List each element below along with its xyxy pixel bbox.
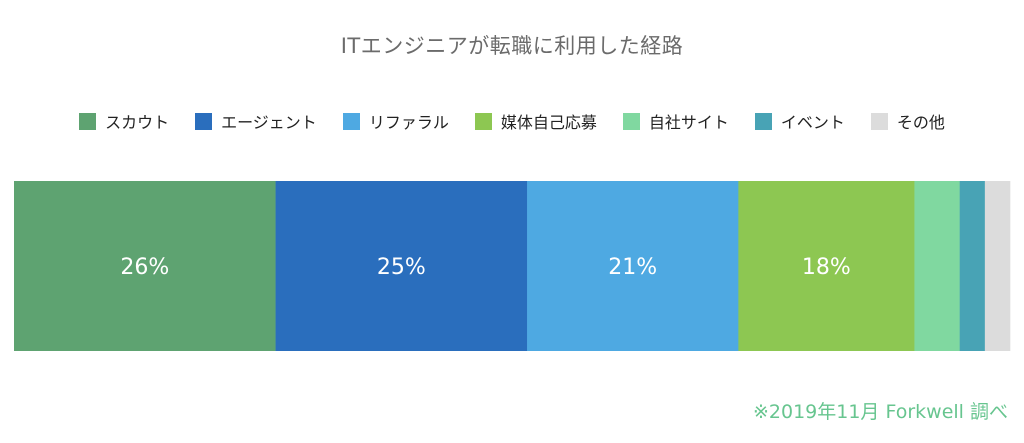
bar-segment — [527, 181, 739, 351]
segment-value-label: 18% — [802, 255, 851, 280]
chart-title: ITエンジニアが転職に利用した経路 — [340, 34, 684, 58]
bar-segment — [14, 181, 276, 351]
legend-swatch — [342, 112, 360, 130]
legend-item: その他 — [870, 109, 945, 133]
legend-item: 媒体自己応募 — [474, 109, 597, 133]
legend-item: イベント — [754, 109, 845, 133]
legend-label: スカウト — [105, 113, 170, 132]
legend-swatch — [195, 112, 213, 130]
segment-value-label: 26% — [120, 255, 169, 280]
legend: スカウト エージェント リファラル 媒体自己応募 自社サイト イベント その他 — [0, 106, 1024, 136]
legend-swatch — [754, 112, 772, 130]
bar-segment — [275, 181, 528, 351]
bar-segment — [914, 181, 960, 351]
legend-item: 自社サイト — [622, 109, 729, 133]
legend-label: 自社サイト — [648, 113, 729, 132]
legend-label: その他 — [896, 113, 945, 132]
legend-label: 媒体自己応募 — [500, 113, 597, 132]
legend-item: スカウト — [79, 109, 169, 133]
legend-swatch — [79, 112, 97, 130]
segment-value-label: 25% — [377, 255, 426, 280]
legend-swatch — [870, 112, 888, 130]
legend-swatch — [474, 112, 492, 130]
bar-segment — [984, 181, 1011, 351]
legend-item: リファラル — [342, 109, 449, 133]
legend-label: リファラル — [368, 113, 449, 132]
legend-item: エージェント — [195, 109, 317, 133]
legend-label: エージェント — [221, 113, 317, 132]
bar-segment — [959, 181, 986, 351]
legend-swatch — [622, 112, 640, 130]
segment-value-label: 21% — [608, 255, 657, 280]
source-note: ※2019年11月 Forkwell 調べ — [752, 401, 1008, 423]
legend-label: イベント — [780, 113, 845, 132]
bar-segment — [738, 181, 915, 351]
